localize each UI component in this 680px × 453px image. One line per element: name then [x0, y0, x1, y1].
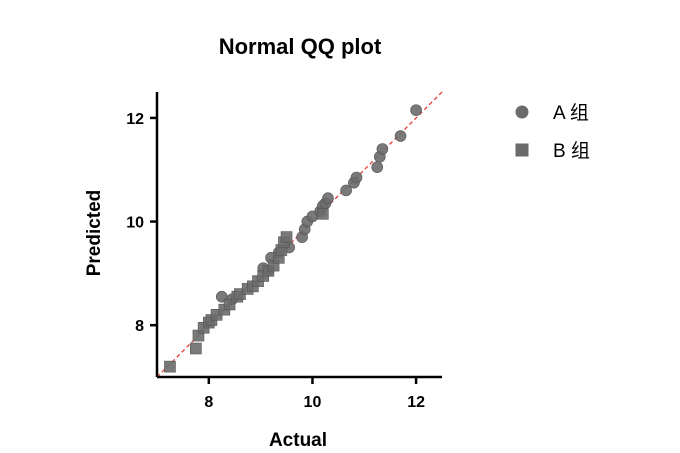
- point-a: [322, 192, 334, 205]
- chart-title: Normal QQ plot: [219, 34, 382, 59]
- axes: 8 10 12 8 10 12: [126, 92, 442, 411]
- plot-area: [156, 91, 443, 378]
- point-a: [376, 143, 389, 155]
- y-tick-label: 10: [126, 215, 144, 232]
- legend-marker-square: [515, 143, 529, 157]
- legend-marker-circle: [515, 105, 529, 119]
- y-tick-label: 12: [126, 111, 144, 128]
- y-axis-label: Predicted: [84, 190, 105, 277]
- x-tick-label: 8: [204, 394, 213, 411]
- x-axis-label: Actual: [269, 430, 327, 451]
- point-a: [371, 161, 384, 173]
- y-axis-ticks: 8 10 12: [126, 111, 157, 335]
- point-b: [223, 298, 236, 311]
- legend-label: B 组: [553, 140, 590, 162]
- x-tick-label: 10: [304, 394, 322, 411]
- point-b: [190, 342, 202, 355]
- point-b: [164, 360, 176, 373]
- point-b: [317, 207, 329, 220]
- x-tick-label: 12: [407, 394, 425, 411]
- point-a: [410, 104, 422, 116]
- legend: A 组 B 组: [515, 102, 590, 162]
- data-points: [164, 104, 422, 373]
- point-b: [280, 231, 293, 243]
- legend-label: A 组: [553, 102, 589, 124]
- x-axis-ticks: 8 10 12: [204, 377, 425, 411]
- point-a: [340, 184, 352, 197]
- point-a: [394, 130, 407, 142]
- y-tick-label: 8: [135, 318, 144, 335]
- point-a: [350, 171, 363, 184]
